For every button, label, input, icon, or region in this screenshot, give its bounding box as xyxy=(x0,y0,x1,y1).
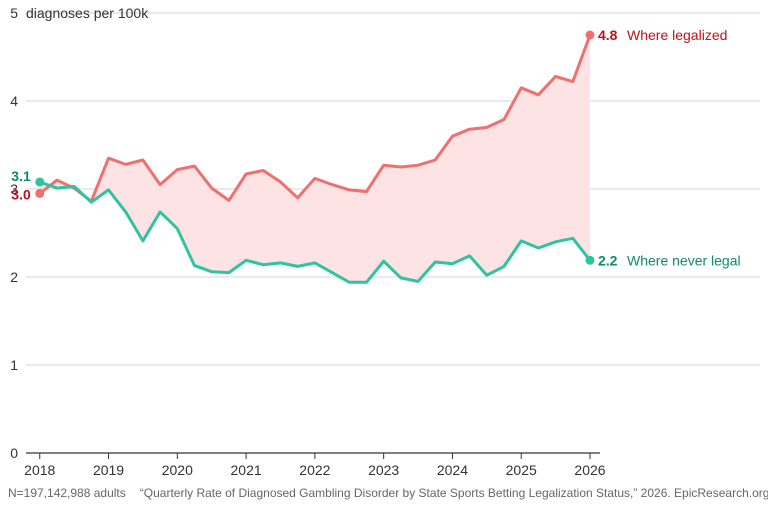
start-value-label: 3.0 xyxy=(11,186,31,202)
series-line-legalized xyxy=(38,34,592,203)
end-value-label: 4.8 xyxy=(598,27,618,43)
x-tick-label: 2020 xyxy=(162,462,193,478)
series-line-never-legal xyxy=(39,180,592,284)
x-tick-label: 2019 xyxy=(93,462,124,478)
y-tick-label: 0 xyxy=(10,445,18,461)
end-value-label: 2.2 xyxy=(598,252,618,268)
x-tick-label: 2024 xyxy=(437,462,468,478)
end-point-legalized xyxy=(585,30,595,40)
start-value-label: 3.1 xyxy=(11,168,31,184)
y-axis-tick-labels: 0 1 2 3 4 5 xyxy=(10,5,18,461)
y-tick-label: 3 xyxy=(10,181,18,197)
y-tick-label: 1 xyxy=(10,357,18,373)
end-point-never-legal xyxy=(585,255,595,265)
y-tick-label: 5 xyxy=(10,5,18,21)
source-citation: “Quarterly Rate of Diagnosed Gambling Di… xyxy=(139,486,768,500)
start-point-never-legal xyxy=(35,177,45,187)
x-tick-label: 2021 xyxy=(231,462,262,478)
y-tick-label: 2 xyxy=(10,269,18,285)
series-lines xyxy=(35,30,595,284)
x-axis: 2018 2019 2020 2021 2022 2023 2024 2025 2026 xyxy=(24,452,606,478)
chart: 2018 2019 2020 2021 2022 2023 2024 2025 2026 0 1 2… xyxy=(10,5,760,478)
x-tick-label: 2025 xyxy=(506,462,537,478)
series-name-label: Where never legal xyxy=(627,252,741,268)
start-point-legalized xyxy=(35,188,45,198)
sample-size-note: N=197,142,988 adults xyxy=(8,486,126,500)
x-tick-label: 2023 xyxy=(368,462,399,478)
series-name-label: Where legalized xyxy=(627,27,727,43)
y-unit-label: diagnoses per 100k xyxy=(26,5,149,21)
x-tick-label: 2018 xyxy=(24,462,55,478)
gap-shading xyxy=(39,35,591,283)
series-labels: 3.0 4.8 Where legalized 3.1 2.2 Where never l… xyxy=(11,27,740,268)
footer: N=197,142,988 adults “Quarterly Rate of D… xyxy=(8,486,768,500)
x-tick-label: 2026 xyxy=(574,462,605,478)
y-tick-label: 4 xyxy=(10,93,18,109)
gap-area xyxy=(39,35,591,283)
x-tick-label: 2022 xyxy=(299,462,330,478)
